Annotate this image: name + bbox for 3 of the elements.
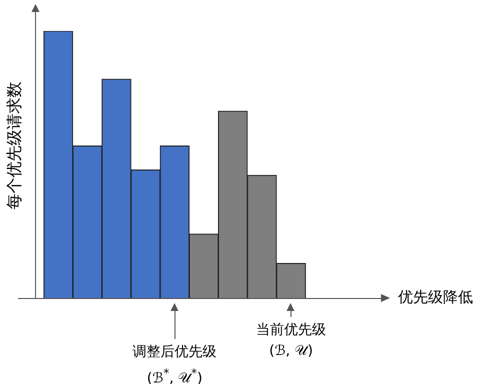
text: 当前优先级 (ℬ, 𝒰) — [256, 321, 326, 361]
y-axis-title: 每个优先级请求数 — [4, 80, 24, 212]
text: 优先级降低 — [398, 288, 473, 307]
